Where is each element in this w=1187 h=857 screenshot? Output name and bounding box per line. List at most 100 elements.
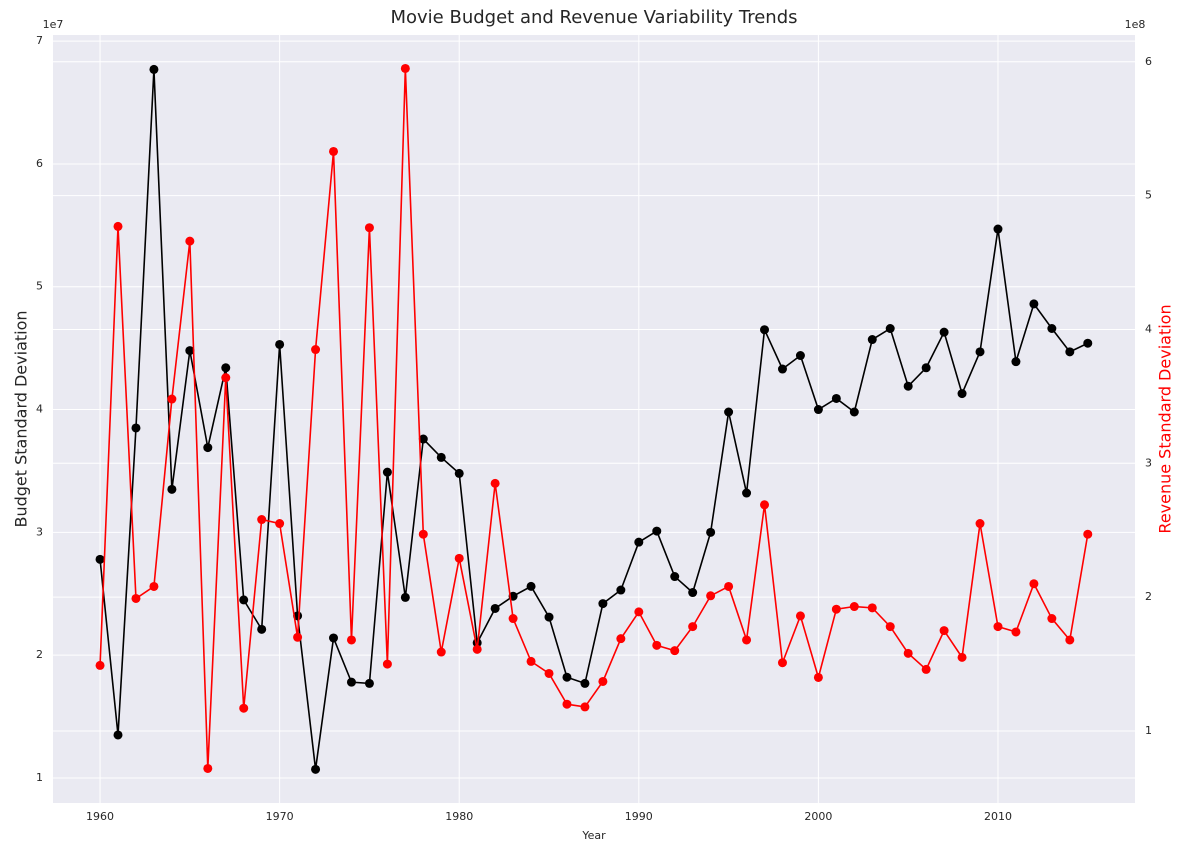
- data-point: [400, 592, 410, 602]
- data-point: [221, 363, 231, 373]
- data-point: [113, 730, 123, 740]
- data-point: [131, 593, 141, 603]
- data-point: [867, 603, 877, 613]
- data-point: [795, 351, 805, 361]
- x-tick-label: 2000: [804, 810, 832, 823]
- data-point: [257, 624, 267, 634]
- data-point: [1047, 614, 1057, 624]
- data-point: [436, 452, 446, 462]
- data-point: [418, 529, 428, 539]
- data-point: [993, 224, 1003, 234]
- data-point: [149, 64, 159, 74]
- data-point: [562, 672, 572, 682]
- data-point: [975, 347, 985, 357]
- data-point: [472, 644, 482, 654]
- data-point: [526, 581, 536, 591]
- data-point: [652, 526, 662, 536]
- data-point: [185, 236, 195, 246]
- y2-tick-label: 6: [1145, 55, 1152, 68]
- data-point: [939, 327, 949, 337]
- data-point: [508, 614, 518, 624]
- data-point: [903, 381, 913, 391]
- data-point: [706, 591, 716, 601]
- data-point: [921, 363, 931, 373]
- data-point: [400, 63, 410, 73]
- data-point: [436, 647, 446, 657]
- data-point: [275, 519, 285, 529]
- data-point: [849, 602, 859, 612]
- y2-axis-label: Revenue Standard Deviation: [1156, 304, 1175, 533]
- data-point: [149, 581, 159, 591]
- data-point: [382, 659, 392, 669]
- y2-tick-label: 4: [1145, 322, 1152, 335]
- data-point: [688, 588, 698, 598]
- data-point: [364, 223, 374, 233]
- y2-tick-label: 1: [1145, 724, 1152, 737]
- data-point: [95, 660, 105, 670]
- data-point: [329, 146, 339, 156]
- data-point: [885, 622, 895, 632]
- data-point: [418, 434, 428, 444]
- data-point: [813, 405, 823, 415]
- x-axis-label: Year: [581, 829, 606, 842]
- data-point: [1065, 347, 1075, 357]
- data-point: [239, 703, 249, 713]
- data-point: [957, 652, 967, 662]
- y-tick-label: 1: [36, 771, 43, 784]
- data-point: [795, 611, 805, 621]
- data-point: [1029, 579, 1039, 589]
- data-point: [167, 484, 177, 494]
- chart-title: Movie Budget and Revenue Variability Tre…: [390, 7, 797, 28]
- x-tick-label: 1970: [266, 810, 294, 823]
- data-point: [616, 585, 626, 595]
- data-point: [239, 595, 249, 605]
- data-point: [813, 672, 823, 682]
- x-tick-label: 1960: [86, 810, 114, 823]
- data-point: [742, 635, 752, 645]
- data-point: [1011, 357, 1021, 367]
- data-point: [562, 699, 572, 709]
- data-point: [993, 622, 1003, 632]
- data-point: [975, 519, 985, 529]
- data-point: [885, 323, 895, 333]
- y-tick-label: 5: [36, 280, 43, 293]
- y2-offset-label: 1e8: [1125, 18, 1146, 31]
- data-point: [1083, 338, 1093, 348]
- data-point: [760, 500, 770, 510]
- data-point: [777, 364, 787, 374]
- data-point: [1011, 627, 1021, 637]
- data-point: [454, 553, 464, 563]
- y2-tick-label: 5: [1145, 189, 1152, 202]
- data-point: [329, 633, 339, 643]
- data-point: [311, 345, 321, 355]
- data-point: [921, 664, 931, 674]
- data-point: [131, 423, 141, 433]
- data-point: [724, 581, 734, 591]
- plot-area: [53, 35, 1135, 803]
- y2-tick-label: 3: [1145, 456, 1152, 469]
- data-point: [652, 640, 662, 650]
- data-point: [1083, 529, 1093, 539]
- data-point: [688, 622, 698, 632]
- data-point: [903, 648, 913, 658]
- data-point: [490, 478, 500, 488]
- data-point: [670, 572, 680, 582]
- data-point: [185, 346, 195, 356]
- x-tick-label: 1980: [445, 810, 473, 823]
- data-point: [544, 612, 554, 622]
- data-point: [742, 488, 752, 498]
- data-point: [167, 394, 177, 404]
- x-tick-label: 1990: [625, 810, 653, 823]
- data-point: [275, 339, 285, 349]
- data-point: [598, 676, 608, 686]
- data-point: [526, 656, 536, 666]
- data-point: [777, 658, 787, 668]
- y-axis-label: Budget Standard Deviation: [12, 310, 31, 527]
- data-point: [760, 325, 770, 335]
- y-tick-label: 7: [36, 34, 43, 47]
- data-point: [221, 373, 231, 383]
- data-point: [346, 677, 356, 687]
- data-point: [1065, 635, 1075, 645]
- data-point: [454, 468, 464, 478]
- data-point: [634, 607, 644, 617]
